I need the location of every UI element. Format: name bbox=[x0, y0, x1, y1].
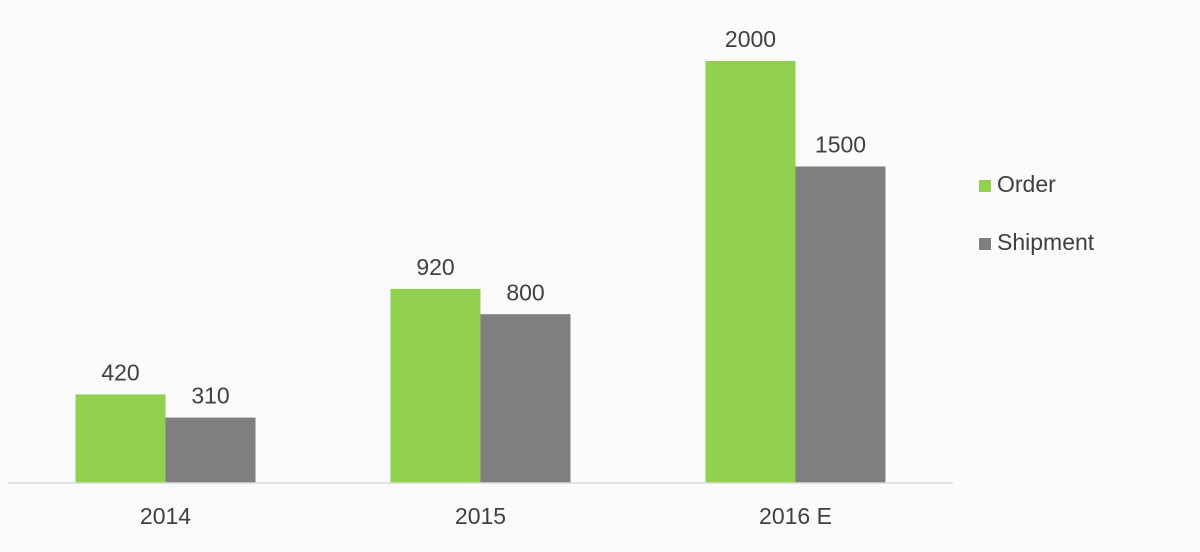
x-tick-label: 2016 E bbox=[759, 503, 832, 529]
bar bbox=[795, 166, 886, 483]
data-label: 2000 bbox=[725, 26, 776, 52]
legend-swatch bbox=[979, 238, 991, 250]
legend-label: Shipment bbox=[997, 229, 1095, 255]
legend-label: Order bbox=[997, 171, 1056, 197]
x-tick-label: 2014 bbox=[140, 503, 191, 529]
data-label: 310 bbox=[191, 383, 229, 409]
data-label: 800 bbox=[506, 279, 544, 305]
data-label: 420 bbox=[101, 359, 139, 385]
bar bbox=[75, 394, 166, 483]
data-label: 1500 bbox=[815, 132, 866, 158]
x-tick-label: 2015 bbox=[455, 503, 506, 529]
data-label: 920 bbox=[416, 254, 454, 280]
bar bbox=[480, 314, 571, 483]
legend-swatch bbox=[979, 180, 991, 192]
bar bbox=[165, 417, 256, 483]
bar bbox=[705, 61, 796, 483]
bar bbox=[390, 288, 481, 483]
